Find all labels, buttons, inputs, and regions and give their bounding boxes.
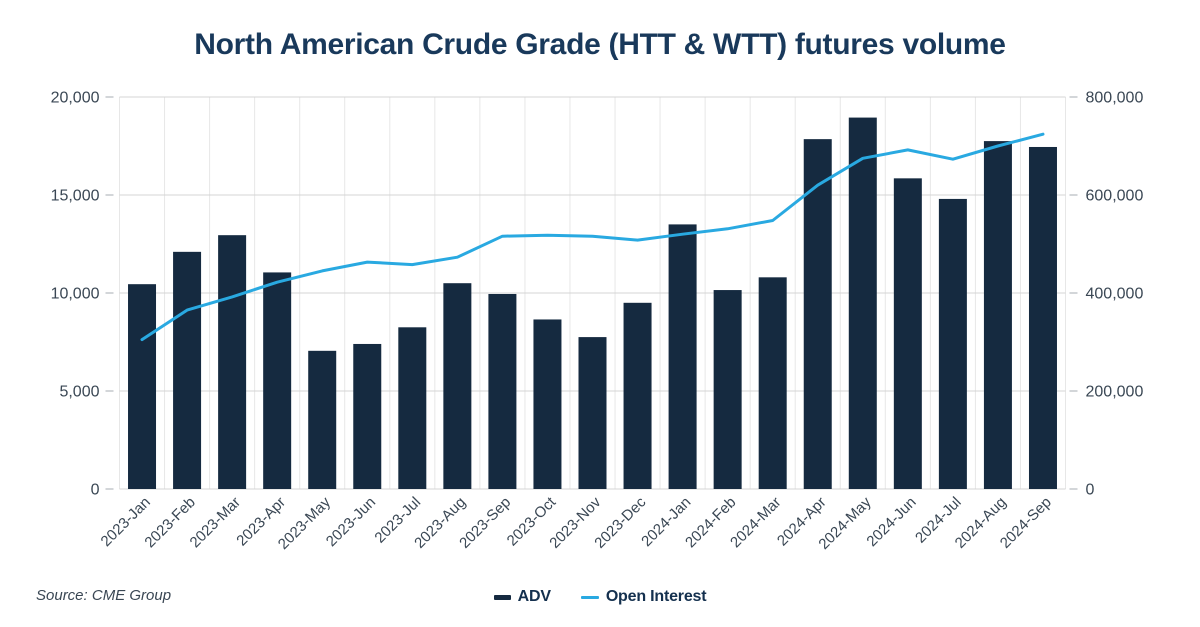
x-axis-tick-label: 2024-Jun xyxy=(863,494,919,550)
adv-bar xyxy=(713,290,742,489)
adv-bar xyxy=(893,178,922,489)
adv-bar xyxy=(443,283,472,489)
left-axis-tick-label: 20,000 xyxy=(51,90,100,107)
legend-item-open-interest: Open Interest xyxy=(580,588,707,606)
adv-bar xyxy=(983,141,1012,489)
adv-bar xyxy=(668,224,697,489)
adv-bar xyxy=(218,235,247,489)
right-axis-tick-label: 400,000 xyxy=(1086,286,1144,303)
adv-bar xyxy=(938,198,967,490)
left-axis-tick-label: 5,000 xyxy=(59,384,99,401)
left-axis-tick-label: 15,000 xyxy=(51,188,100,205)
legend-label-open-interest: Open Interest xyxy=(605,588,707,605)
adv-bar xyxy=(173,251,202,489)
adv-bar xyxy=(533,319,562,489)
adv-bar xyxy=(128,284,157,489)
adv-bar xyxy=(758,277,787,489)
adv-bar xyxy=(488,293,517,489)
source-note: Source: CME Group xyxy=(36,587,172,604)
legend-label-adv: ADV xyxy=(517,588,551,605)
adv-bar xyxy=(308,350,337,489)
x-axis-tick-label: 2023-Jun xyxy=(323,494,379,550)
right-axis-tick-label: 800,000 xyxy=(1086,90,1144,107)
left-axis-tick-label: 0 xyxy=(91,482,100,499)
open-interest-line xyxy=(140,132,1045,342)
legend-item-adv: ADV xyxy=(493,588,551,606)
adv-bar xyxy=(1028,146,1057,490)
adv-bar xyxy=(623,302,652,489)
adv-bar xyxy=(263,272,292,489)
right-axis-tick-label: 0 xyxy=(1086,482,1095,499)
adv-swatch-icon xyxy=(493,594,511,600)
adv-bar xyxy=(398,327,427,489)
open-interest-swatch-icon xyxy=(580,595,599,599)
right-axis-tick-label: 600,000 xyxy=(1086,188,1144,205)
right-axis-tick-label: 200,000 xyxy=(1086,384,1144,401)
adv-bar xyxy=(848,117,877,489)
left-axis-tick-label: 10,000 xyxy=(51,286,100,303)
adv-bar xyxy=(578,337,607,489)
adv-bar xyxy=(353,343,382,489)
chart-title: North American Crude Grade (HTT & WTT) f… xyxy=(194,28,1006,61)
chart-legend: ADV Open Interest xyxy=(0,588,1200,606)
adv-bar xyxy=(803,139,832,489)
